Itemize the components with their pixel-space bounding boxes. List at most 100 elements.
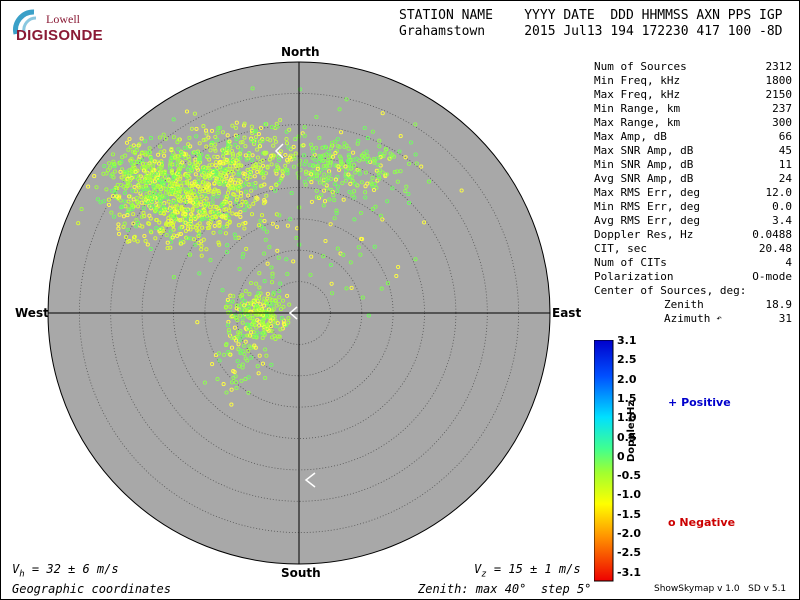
source-point xyxy=(243,144,248,149)
source-point xyxy=(118,198,123,203)
source-point xyxy=(183,187,188,192)
source-point xyxy=(343,172,348,177)
source-point xyxy=(188,144,193,149)
source-point xyxy=(404,184,409,189)
source-point xyxy=(140,157,145,163)
source-point xyxy=(116,195,122,200)
version-label: ShowSkymap v 1.0 SD v 5.1 xyxy=(654,584,787,594)
source-point xyxy=(235,156,240,161)
source-point xyxy=(354,156,359,161)
source-point xyxy=(378,213,384,218)
source-point xyxy=(213,148,218,153)
source-point xyxy=(269,265,274,270)
source-point xyxy=(151,183,156,188)
source-point xyxy=(256,291,261,296)
source-point xyxy=(269,362,274,367)
source-point xyxy=(379,286,384,291)
source-point xyxy=(384,172,389,177)
source-point xyxy=(260,137,265,142)
source-point xyxy=(291,259,296,264)
source-point xyxy=(176,147,181,152)
lowell-logo xyxy=(13,9,37,35)
source-point xyxy=(225,299,230,305)
source-point xyxy=(335,184,340,189)
source-point xyxy=(166,178,171,184)
stats-row: Polarization O-mode xyxy=(594,270,792,284)
source-point xyxy=(380,170,385,175)
source-point xyxy=(300,131,305,136)
source-point xyxy=(284,141,290,146)
source-point xyxy=(395,179,400,184)
source-point xyxy=(313,145,319,150)
source-point xyxy=(271,292,276,297)
source-point xyxy=(236,223,241,228)
source-point xyxy=(158,226,163,231)
source-point xyxy=(269,185,274,190)
source-point xyxy=(232,369,237,375)
source-point xyxy=(157,229,162,234)
source-point xyxy=(110,172,115,177)
source-point xyxy=(355,183,360,188)
source-point xyxy=(357,171,362,176)
source-point xyxy=(334,211,339,216)
source-point xyxy=(356,245,361,250)
source-point xyxy=(304,169,309,174)
stats-key: Min RMS Err, deg xyxy=(594,200,700,213)
source-point xyxy=(126,180,131,185)
source-point xyxy=(255,147,260,152)
source-point xyxy=(242,135,247,140)
source-point xyxy=(211,230,216,235)
source-point xyxy=(243,181,248,186)
source-point xyxy=(126,207,131,212)
source-point xyxy=(256,131,261,137)
source-point xyxy=(229,402,234,407)
source-point xyxy=(341,252,346,257)
source-point xyxy=(166,216,171,221)
source-point xyxy=(116,222,121,227)
source-point xyxy=(240,320,245,325)
source-point xyxy=(238,151,243,156)
source-point xyxy=(213,163,218,168)
source-point xyxy=(189,193,194,198)
source-point xyxy=(178,174,183,179)
source-point xyxy=(149,198,155,203)
source-point xyxy=(322,188,327,193)
source-point xyxy=(163,187,168,192)
source-point xyxy=(185,236,190,241)
source-point xyxy=(176,170,182,176)
stats-key: Avg RMS Err, deg xyxy=(594,214,700,227)
source-point xyxy=(328,146,334,151)
source-point xyxy=(273,299,278,304)
source-point xyxy=(225,249,230,255)
stats-value: 2150 xyxy=(765,88,793,101)
source-point xyxy=(321,153,326,158)
source-point xyxy=(220,130,226,135)
source-point xyxy=(170,235,175,240)
source-point xyxy=(281,318,286,323)
logo-lowell-text: Lowell xyxy=(46,12,80,26)
source-points xyxy=(76,86,464,407)
source-point xyxy=(231,294,236,299)
source-point xyxy=(311,164,316,169)
source-point xyxy=(341,197,346,202)
source-point xyxy=(127,194,132,199)
source-point xyxy=(321,158,326,164)
source-point xyxy=(219,176,224,182)
source-point xyxy=(332,182,337,187)
source-point xyxy=(242,208,247,213)
stats-value: 24 xyxy=(778,172,792,185)
source-point xyxy=(317,135,322,140)
source-point xyxy=(197,189,202,194)
source-point xyxy=(257,306,262,312)
source-point xyxy=(292,156,297,161)
source-point xyxy=(122,199,127,204)
source-point xyxy=(245,173,250,178)
source-point xyxy=(206,165,211,170)
source-point xyxy=(284,136,289,142)
source-point xyxy=(377,138,382,143)
source-point xyxy=(119,182,124,187)
source-point xyxy=(335,246,340,251)
source-point xyxy=(191,188,197,193)
source-point xyxy=(139,165,144,170)
legend-negative-label: Negative xyxy=(679,516,736,529)
